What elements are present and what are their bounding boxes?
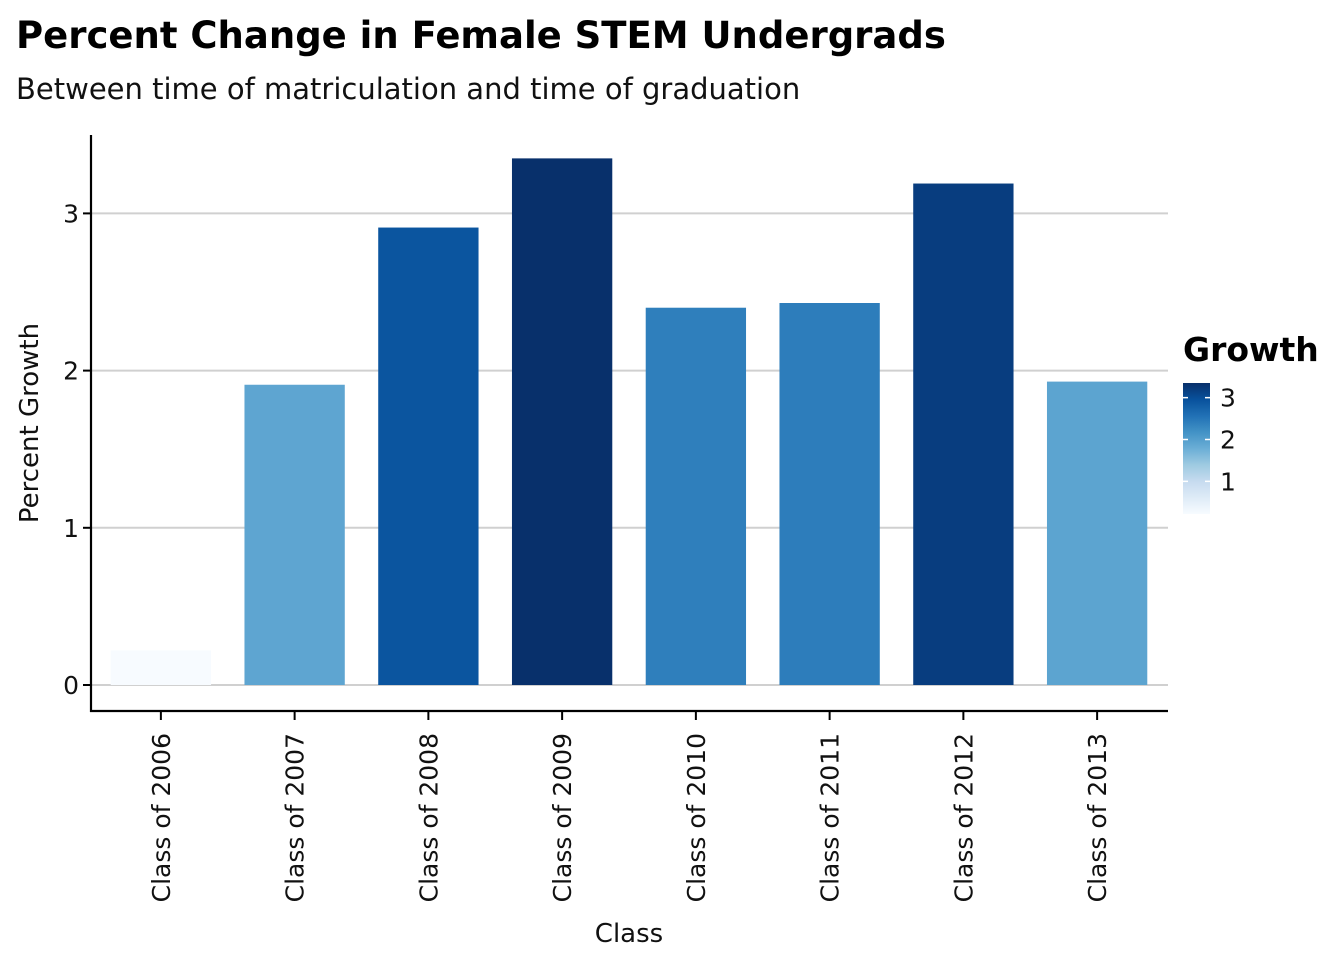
x-tick-label: Class of 2013 [1083, 733, 1112, 902]
bar [645, 307, 747, 685]
bar [110, 650, 212, 685]
color-legend: Growth 1 2 3 [1183, 330, 1319, 514]
y-ticks: 0 1 2 3 [63, 199, 91, 700]
x-tick-label: Class of 2006 [147, 733, 176, 902]
chart-title: Percent Change in Female STEM Undergrads [16, 14, 946, 57]
y-tick-label: 2 [63, 357, 79, 386]
x-tick-label: Class of 2007 [281, 733, 310, 902]
x-tick-label: Class of 2009 [548, 733, 577, 902]
legend-tick-label: 2 [1220, 426, 1236, 455]
x-ticks: Class of 2006 Class of 2007 Class of 2008 C… [147, 711, 1112, 902]
bar [779, 303, 880, 685]
legend-colorbar [1183, 383, 1210, 514]
legend-tick-label: 1 [1220, 467, 1236, 496]
bar [378, 227, 479, 685]
legend-tick-label: 3 [1220, 384, 1236, 413]
x-tick-label: Class of 2012 [949, 733, 978, 902]
bar [244, 384, 345, 685]
x-tick-label: Class of 2011 [816, 733, 845, 902]
y-tick-label: 0 [63, 671, 79, 700]
x-axis-label: Class [595, 919, 663, 949]
bars [110, 158, 1148, 686]
chart-subtitle: Between time of matriculation and time o… [16, 72, 801, 106]
x-tick-label: Class of 2010 [682, 733, 711, 902]
legend-ticks: 1 2 3 [1183, 384, 1236, 496]
x-tick-label: Class of 2008 [414, 733, 443, 902]
y-tick-label: 1 [63, 514, 79, 543]
legend-title: Growth [1183, 330, 1319, 369]
axes [89, 135, 1168, 713]
y-tick-label: 3 [63, 199, 79, 228]
y-axis-label: Percent Growth [15, 323, 45, 523]
bar [913, 183, 1014, 686]
bar [1046, 381, 1148, 685]
bar [511, 158, 613, 685]
